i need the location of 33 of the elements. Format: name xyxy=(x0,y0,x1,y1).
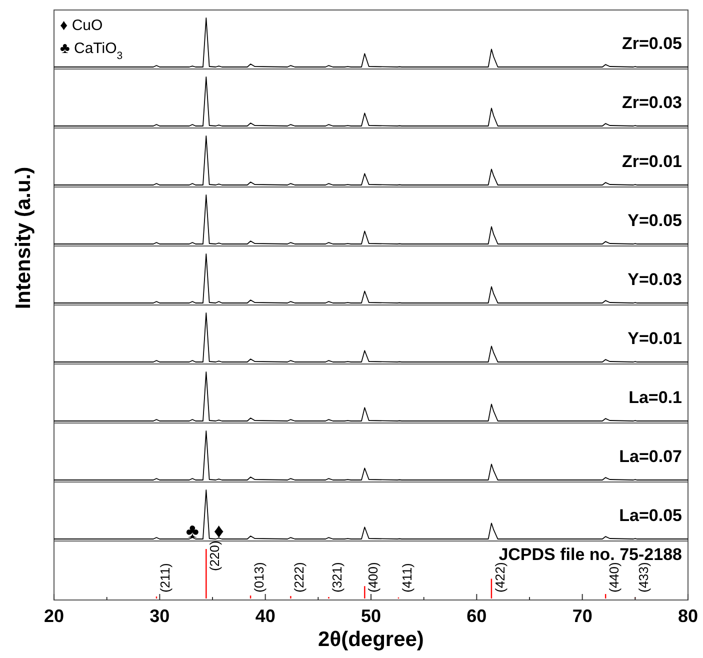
series-label: Y=0.01 xyxy=(628,329,682,348)
series-label: Y=0.03 xyxy=(628,270,682,289)
x-tick-label: 20 xyxy=(44,606,64,626)
x-tick-label: 80 xyxy=(678,606,698,626)
annotation: (211) xyxy=(157,563,172,592)
series-label: Y=0.05 xyxy=(628,211,682,230)
series-label: Zr=0.05 xyxy=(622,34,682,53)
annotation: ♣ CaTiO$_{3}$ xyxy=(60,40,123,62)
annotation: (440) xyxy=(606,562,622,592)
annotation: (411) xyxy=(399,563,414,592)
annotation: (222) xyxy=(292,562,307,592)
x-tick-label: 40 xyxy=(255,606,276,626)
annotation: (321) xyxy=(330,562,345,592)
annotation: ♦ xyxy=(214,520,224,543)
series-label: La=0.05 xyxy=(619,506,682,525)
series-label: JCPDS file no. 75-2188 xyxy=(498,545,682,564)
series-label: Zr=0.01 xyxy=(622,152,682,171)
series-label: La=0.1 xyxy=(628,388,682,407)
annotation: (422) xyxy=(492,562,508,592)
y-axis-title: Intensity (a.u.) xyxy=(12,166,35,310)
x-tick-label: 70 xyxy=(572,606,592,626)
x-axis-title: 2θ(degree) xyxy=(318,628,424,651)
x-tick-label: 60 xyxy=(466,606,487,626)
x-tick-label: 50 xyxy=(360,606,382,626)
annotation: (220) xyxy=(207,540,222,571)
series-label: La=0.07 xyxy=(619,447,682,466)
annotation: ♦ CuO xyxy=(60,17,103,34)
annotation: (433) xyxy=(636,562,652,592)
annotation: ♣ xyxy=(186,520,199,543)
series-label: Zr=0.03 xyxy=(622,93,682,112)
annotation: (013) xyxy=(252,562,267,592)
annotation: (400) xyxy=(366,562,381,592)
x-tick-label: 30 xyxy=(150,606,170,626)
